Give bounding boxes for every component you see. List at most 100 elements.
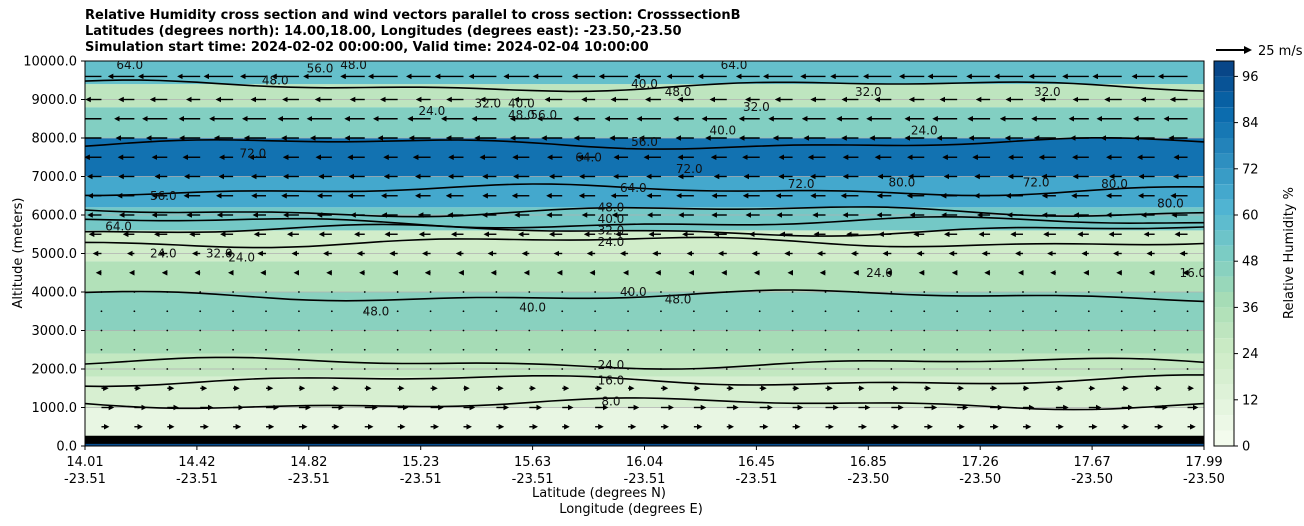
x-tick-label-lon: -23.51 [512, 472, 554, 487]
wind-vector [660, 348, 662, 351]
wind-vector [1120, 310, 1123, 313]
contour-line [85, 183, 1204, 197]
wind-vector [1022, 329, 1024, 332]
x-tick-label-lon: -23.51 [288, 472, 330, 487]
wind-vector [989, 348, 991, 351]
colorbar-segment [1214, 199, 1234, 215]
wind-vector [1186, 348, 1189, 351]
wind-vector [462, 368, 465, 370]
wind-vector [561, 368, 564, 370]
colorbar-segment [1214, 338, 1234, 354]
contour-label: 64.0 [575, 150, 602, 164]
contour-label: 40.0 [709, 123, 736, 137]
wind-vector [1120, 348, 1123, 351]
wind-vector [1186, 368, 1189, 370]
wind-vector [791, 310, 794, 313]
wind-vector [166, 368, 169, 370]
wind-vector [725, 348, 728, 351]
contour-label: 24.0 [228, 250, 255, 264]
contour-label: 48.0 [665, 85, 692, 99]
wind-vector [462, 329, 465, 332]
y-tick-label: 5000.0 [32, 247, 78, 262]
wind-vector [528, 368, 531, 370]
wind-vector [857, 291, 860, 293]
wind-vector [495, 291, 498, 293]
wind-vector [1120, 368, 1123, 370]
wind-vector [265, 310, 267, 313]
wind-vector [330, 310, 333, 313]
wind-vector [660, 329, 662, 332]
colorbar-tick-label: 24 [1242, 347, 1259, 362]
y-tick-label: 6000.0 [32, 209, 78, 224]
contour-line [85, 236, 1204, 249]
colorbar: 0 12 24 36 48 60 72 84 96 [1213, 60, 1259, 455]
humidity-band [85, 353, 1204, 377]
wind-vector [725, 368, 728, 370]
wind-vector [692, 291, 695, 293]
colorbar-tick-label: 72 [1242, 162, 1259, 177]
contour-label: 24.0 [866, 266, 893, 280]
contour-label: 48.0 [665, 293, 692, 307]
y-tick-label: 10000.0 [23, 55, 77, 70]
wind-vector [1153, 310, 1156, 313]
x-tick-label-lat: 15.23 [402, 455, 439, 470]
wind-vector [1022, 348, 1024, 351]
x-tick-label-lon: -23.51 [176, 472, 218, 487]
wind-vector [824, 368, 827, 370]
contour-line [85, 397, 1204, 411]
y-tick-label: 9000.0 [32, 93, 78, 108]
colorbar-segment [1214, 107, 1234, 123]
wind-vector [989, 368, 991, 370]
x-tick-label-lon: -23.51 [735, 472, 777, 487]
colorbar-segment [1214, 153, 1234, 169]
colorbar-segment [1214, 369, 1234, 385]
contour-label: 24.0 [598, 235, 625, 249]
colorbar-tick-label: 60 [1242, 209, 1259, 224]
contour-label: 64.0 [116, 58, 143, 72]
wind-vector [627, 368, 629, 370]
wind-vector [429, 368, 432, 370]
wind-vector [1153, 368, 1156, 370]
wind-vector [923, 310, 926, 313]
wind-vector [495, 329, 498, 332]
colorbar-segment [1214, 261, 1234, 277]
contour-line [85, 289, 1204, 303]
colorbar-segment [1214, 138, 1234, 154]
contour-label: 32.0 [1034, 85, 1061, 99]
colorbar-segment [1214, 399, 1234, 416]
contour-label: 72.0 [676, 162, 703, 176]
wind-vector [1087, 329, 1090, 332]
wind-vector [627, 291, 629, 293]
wind-vector [824, 310, 827, 313]
contour-label: 56.0 [307, 62, 334, 76]
wind-vector [1022, 368, 1024, 370]
wind-vector [1054, 368, 1057, 370]
contour-label: 64.0 [105, 220, 132, 234]
wind-vector [330, 368, 333, 370]
wind-vector [890, 348, 893, 351]
humidity-band [85, 407, 1204, 441]
contour-label: 64.0 [721, 58, 748, 72]
wind-vector [956, 291, 959, 293]
contour-lines [85, 79, 1204, 444]
humidity-band [85, 61, 1204, 85]
wind-vector [166, 310, 169, 313]
wind-vector [1022, 291, 1024, 293]
wind-vector [627, 348, 629, 351]
wind-vector [1153, 348, 1156, 351]
wind-vector [298, 310, 300, 313]
wind-vector [528, 291, 531, 293]
wind-vector [1054, 348, 1057, 351]
wind-vector [528, 310, 531, 313]
wind-vector [956, 329, 959, 332]
wind-vector [890, 291, 893, 293]
x-tick-label-lon: -23.51 [624, 472, 666, 487]
contour-label: 32.0 [206, 247, 233, 261]
wind-vector [298, 329, 300, 332]
wind-vector [199, 329, 202, 332]
wind-vector [100, 329, 103, 332]
wind-vector [100, 368, 103, 370]
wind-vector [462, 291, 465, 293]
humidity-band [85, 330, 1204, 354]
wind-vector [166, 348, 169, 351]
